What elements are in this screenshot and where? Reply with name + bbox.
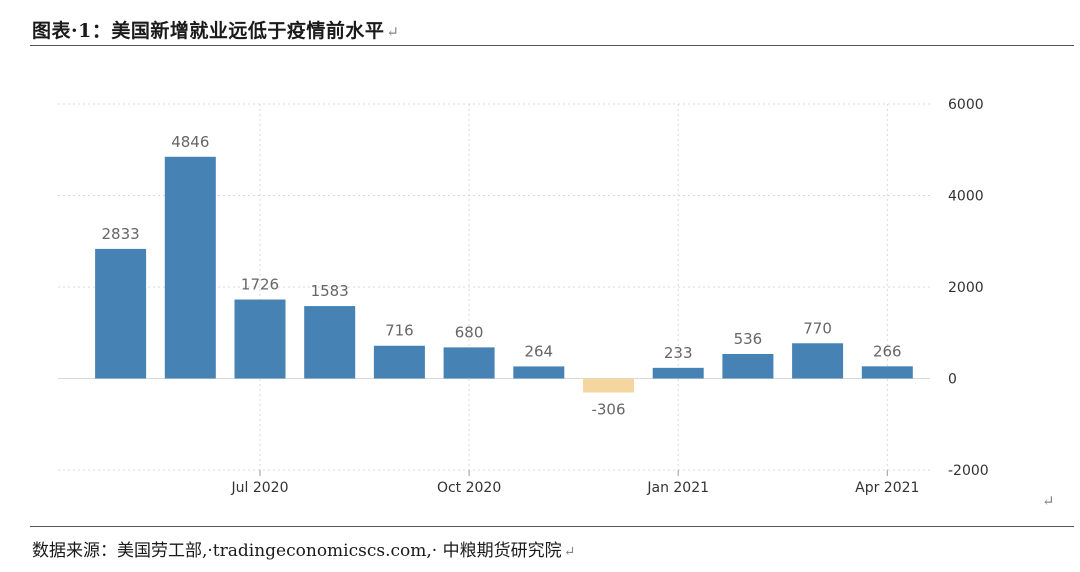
- source-return-mark: ↵: [563, 544, 576, 560]
- x-tick-label: Apr 2021: [855, 480, 919, 496]
- x-tick-label: Jul 2020: [231, 480, 289, 496]
- x-tick-label: Jan 2021: [646, 480, 709, 496]
- data-label: 536: [734, 330, 763, 348]
- stray-return-mark: ↵: [1042, 492, 1055, 510]
- source-note: 数据来源：美国劳工部,·tradingeconomicscs.com,· 中粮期…: [32, 536, 575, 561]
- y-tick-label: 0: [948, 372, 957, 388]
- chart-bars: [95, 156, 913, 393]
- data-label: 770: [803, 319, 832, 337]
- y-tick-label: 2000: [948, 280, 984, 296]
- data-label: 680: [455, 323, 484, 341]
- y-tick-label: -2000: [948, 463, 989, 479]
- data-label: 1726: [241, 276, 279, 294]
- data-label: 4846: [171, 133, 209, 151]
- bar: [164, 156, 216, 379]
- figure-title: 图表·1：美国新增就业远低于疫情前水平 ↵: [32, 16, 399, 43]
- data-label: 2833: [102, 225, 140, 243]
- y-axis: -2000 0 2000 4000 6000: [948, 97, 989, 479]
- data-label: 266: [873, 342, 902, 360]
- data-label: 1583: [311, 282, 349, 300]
- bar: [861, 366, 913, 379]
- bar: [234, 299, 286, 379]
- title-rule: [30, 45, 1074, 46]
- data-label: 716: [385, 322, 414, 340]
- bar: [792, 343, 844, 379]
- y-tick-label: 4000: [948, 189, 984, 205]
- data-label: 233: [664, 344, 693, 362]
- bar: [722, 353, 774, 379]
- bar: [443, 347, 495, 379]
- bar: [373, 345, 425, 379]
- bar: [652, 367, 704, 379]
- data-label: 264: [524, 342, 553, 360]
- x-tick-label: Oct 2020: [437, 480, 501, 496]
- bar: [513, 366, 565, 379]
- bar: [304, 306, 356, 379]
- figure-title-text: 图表·1：美国新增就业远低于疫情前水平: [32, 20, 385, 42]
- bar: [583, 378, 634, 393]
- data-label: -306: [591, 400, 625, 418]
- source-rule: [30, 526, 1074, 527]
- chart-data-labels: 2833 4846 1726 1583 716 680 264 -306 233 536 770 26…: [102, 133, 902, 419]
- x-axis: Jul 2020 Oct 2020 Jan 2021 Apr 2021: [231, 470, 919, 496]
- title-return-mark: ↵: [386, 23, 400, 41]
- source-text: 数据来源：美国劳工部,·tradingeconomicscs.com,· 中粮期…: [32, 541, 562, 561]
- y-tick-label: 6000: [948, 97, 984, 113]
- bar: [95, 248, 147, 379]
